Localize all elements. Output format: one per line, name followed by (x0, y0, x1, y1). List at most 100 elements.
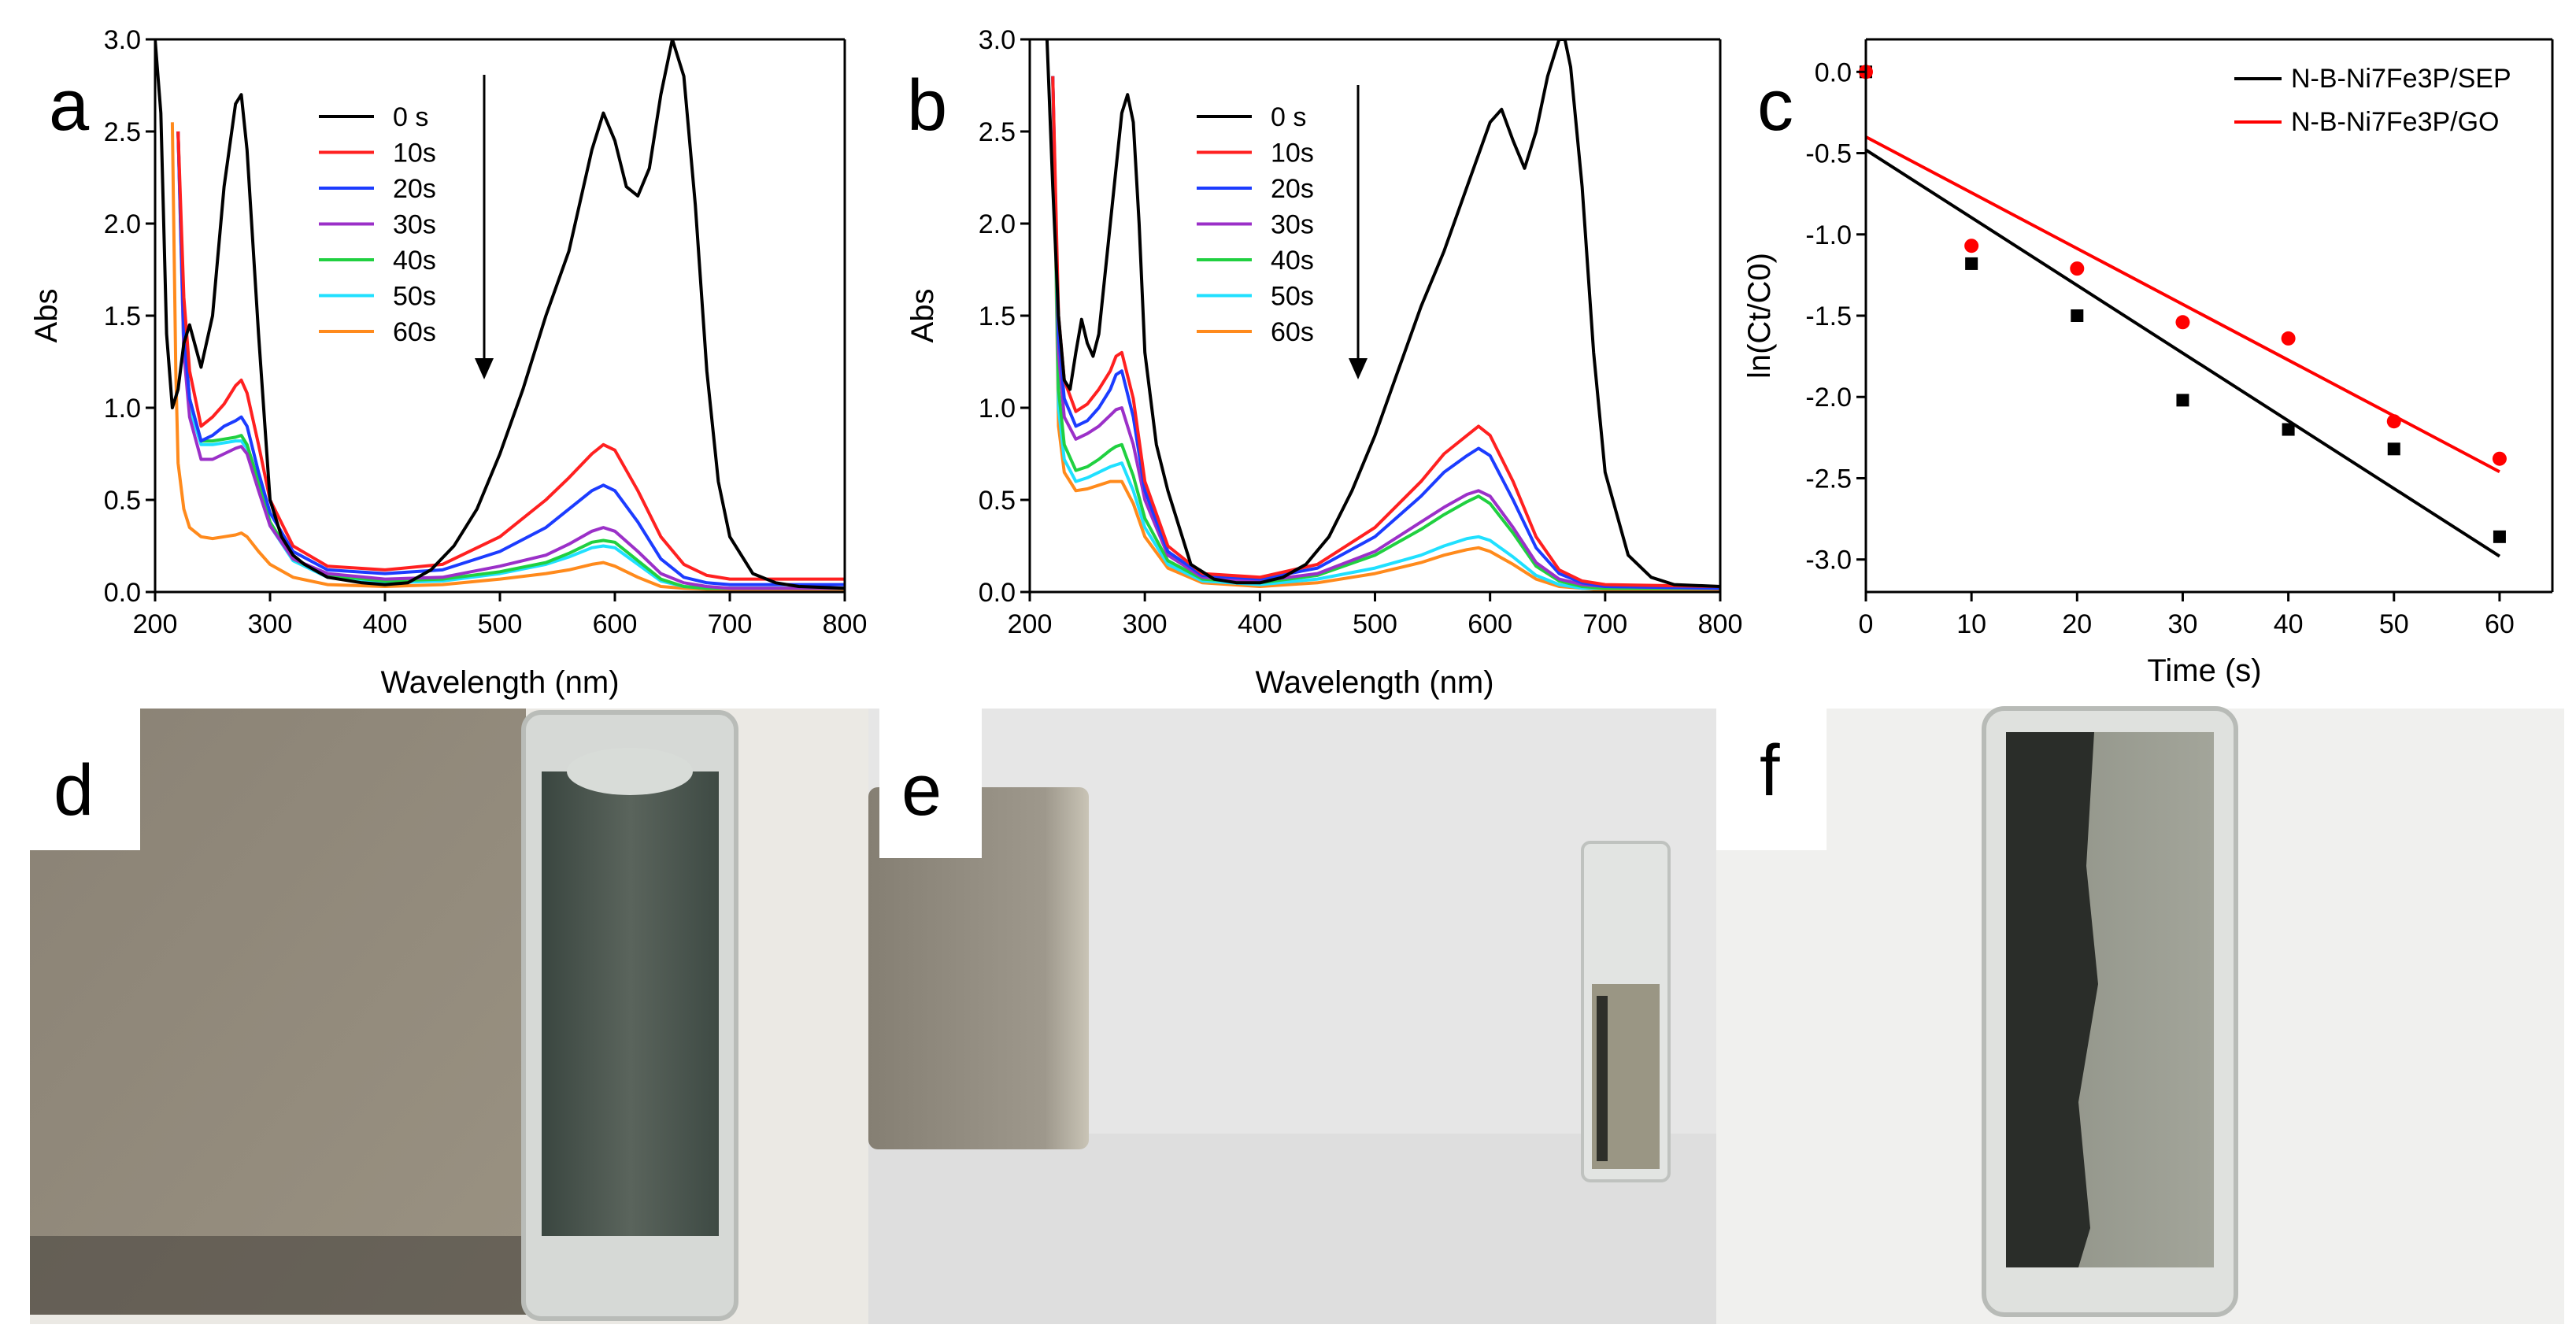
panel-c-y-tick-label: -1.0 (1805, 220, 1852, 250)
panel-f-photo: f (1716, 706, 2564, 1324)
panel-b-series-line (1051, 76, 1720, 588)
panel-b-chart: b 200 300 400 500 600 700 800 0.0 0.5 1.0 1.5 2.0 2.… (905, 25, 1742, 700)
panel-label-c: c (1757, 65, 1793, 146)
panel-label-a: a (49, 65, 90, 146)
panel-b-series-line (1051, 76, 1720, 592)
panel-a-x-axis-label: Wavelength (nm) (380, 665, 619, 700)
panel-b-y-tick-label: 1.5 (979, 302, 1016, 331)
panel-b-series-line (1051, 76, 1720, 590)
panel-b-y-axis-label: Abs (905, 289, 940, 343)
panel-c-y-axis-label: ln(Ct/C0) (1742, 253, 1777, 379)
panel-a-x-tick-label: 600 (593, 609, 638, 639)
panel-c-data-point (2387, 442, 2400, 456)
panel-a-arrow-annotation (475, 75, 494, 379)
panel-a-x-tick-label: 300 (248, 609, 293, 639)
panel-b-y-tick-label: 0.0 (979, 578, 1016, 608)
panel-label-e: e (901, 750, 942, 831)
photo-d-solution (542, 771, 719, 1236)
panel-c-data-point (2386, 414, 2401, 429)
panel-b-x-tick-label: 800 (1698, 609, 1743, 639)
panel-a-y-tick-label: 2.0 (104, 209, 141, 239)
panel-b-y-tick-label: 1.0 (979, 394, 1016, 424)
panel-b-x-tick-label: 500 (1353, 609, 1397, 639)
panel-a-y-tick-label: 3.0 (104, 25, 141, 55)
panel-c-data-point (2176, 394, 2189, 407)
panel-label-f: f (1760, 731, 1780, 811)
photo-e-attracted-particles (1597, 996, 1608, 1161)
panel-c-y-tick-label: -3.0 (1805, 546, 1852, 575)
panel-c-x-tick-label: 20 (2062, 609, 2092, 639)
panel-e-photo: e (868, 709, 1730, 1324)
panel-label-d: d (54, 750, 94, 831)
panel-a-x-tick-label: 200 (133, 609, 178, 639)
panel-c-x-axis-label: Time (s) (2147, 653, 2261, 688)
panel-c-y-tick-label: -1.5 (1805, 302, 1852, 331)
panel-a-series-line (155, 39, 845, 590)
panel-c-data-point (2281, 331, 2296, 346)
panel-c-y-tick-label: 0.0 (1815, 57, 1852, 87)
panel-b-series-line (1051, 76, 1720, 590)
panel-c-legend: N-B-Ni7Fe3P/SEP N-B-Ni7Fe3P/GO (2234, 64, 2511, 137)
panel-b-y-tick-label: 0.5 (979, 486, 1016, 516)
photo-d-meniscus (567, 748, 693, 795)
panel-a-series-line (176, 131, 845, 581)
panel-b-arrow-annotation (1349, 85, 1368, 379)
panel-a-lines (155, 39, 845, 592)
panel-b-y-tick-label: 2.0 (979, 209, 1016, 239)
panel-b-legend-label: 30s (1271, 210, 1314, 240)
panel-c-data-point (1964, 239, 1979, 253)
panel-a-legend-label: 20s (393, 174, 436, 204)
panel-b-x-tick-label: 700 (1582, 609, 1627, 639)
panel-c-legend-label: N-B-Ni7Fe3P/SEP (2291, 64, 2511, 94)
panel-a-chart: a 200 300 400 500 600 700 800 0.0 0.5 1.0 1.5 2.0 2.… (29, 25, 867, 700)
panel-c-data-point (2282, 423, 2295, 436)
panel-b-ticks: 200 300 400 500 600 700 800 0.0 0.5 1.0 1.5 2.0 2.5 3… (979, 25, 1743, 639)
photo-e-magnet (868, 787, 1089, 1149)
panel-b-y-tick-label: 3.0 (979, 25, 1016, 55)
panel-a-y-tick-label: 1.5 (104, 302, 141, 331)
panel-c-x-tick-label: 40 (2274, 609, 2304, 639)
panel-b-series-line (1045, 39, 1720, 588)
panel-a-series-line (176, 131, 845, 590)
panel-c-x-tick-label: 0 (1859, 609, 1874, 639)
panel-c-x-tick-label: 10 (1956, 609, 1986, 639)
panel-b-series-line (1051, 76, 1720, 590)
panel-b-y-tick-label: 2.5 (979, 117, 1016, 147)
panel-a-legend: 0 s 10s 20s 30s 40s 50s 60s (319, 102, 436, 347)
panel-a-legend-label: 60s (393, 317, 436, 347)
panel-a-series-line (176, 131, 845, 590)
panel-label-e-box (879, 709, 982, 858)
panel-a-legend-label: 50s (393, 282, 436, 312)
panel-a-x-tick-label: 700 (708, 609, 753, 639)
photo-f-attracted-particles (2006, 732, 2098, 1267)
panel-b-lines (1045, 39, 1720, 592)
panel-b-x-tick-label: 600 (1468, 609, 1512, 639)
panel-b-legend-label: 40s (1271, 246, 1314, 276)
panel-c-data-point (2175, 315, 2190, 330)
panel-b-x-axis-label: Wavelength (nm) (1255, 665, 1493, 700)
panel-a-x-tick-label: 500 (478, 609, 523, 639)
panel-a-ticks: 200 300 400 500 600 700 800 0.0 0.5 1.0 1.5 2.0 2.5 3… (104, 25, 868, 639)
panel-c-marks (1859, 65, 2507, 558)
panel-b-legend-label: 50s (1271, 282, 1314, 312)
panel-a-series-line (176, 131, 845, 590)
panel-c-data-point (2493, 530, 2506, 543)
panel-b-x-tick-label: 300 (1123, 609, 1168, 639)
panel-a-y-tick-label: 0.0 (104, 578, 141, 608)
panel-b-legend-label: 10s (1271, 139, 1314, 168)
photo-d-magnet-shadow (30, 1236, 534, 1315)
panel-c-y-axis-label-text: ln(Ct/C0) (1742, 253, 1777, 379)
panel-label-d-box (30, 709, 140, 850)
panel-d-photo: d (30, 709, 870, 1324)
panel-c-data-point (2492, 451, 2507, 466)
panel-a-y-tick-label: 2.5 (104, 117, 141, 147)
panel-c-y-tick-label: -2.5 (1805, 464, 1852, 494)
panel-c-data-point (2070, 261, 2085, 276)
panel-c-x-tick-label: 60 (2485, 609, 2515, 639)
panel-a-legend-label: 30s (393, 210, 436, 240)
panel-c-ticks: 0 10 20 30 40 50 60 -3.0 -2.5 -2.0 -1.5 -1.0 -0.5 0.0 (1805, 57, 2514, 639)
panel-c-fit-line (1865, 135, 2500, 473)
panel-c-y-tick-label: -0.5 (1805, 139, 1852, 169)
panel-a-y-tick-label: 1.0 (104, 394, 141, 424)
